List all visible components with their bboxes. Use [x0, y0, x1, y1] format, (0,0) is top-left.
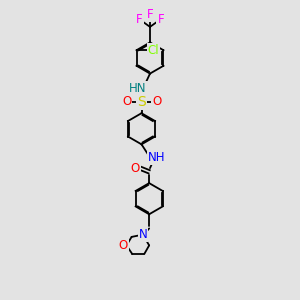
Text: O: O — [118, 239, 128, 252]
Text: HN: HN — [129, 82, 147, 94]
Text: F: F — [147, 8, 153, 21]
Text: NH: NH — [148, 152, 165, 164]
Text: O: O — [152, 95, 161, 108]
Text: S: S — [137, 95, 146, 109]
Text: O: O — [130, 162, 140, 175]
Text: Cl: Cl — [148, 44, 159, 57]
Text: F: F — [158, 13, 164, 26]
Text: F: F — [136, 13, 142, 26]
Text: N: N — [139, 228, 147, 241]
Text: O: O — [122, 95, 131, 108]
